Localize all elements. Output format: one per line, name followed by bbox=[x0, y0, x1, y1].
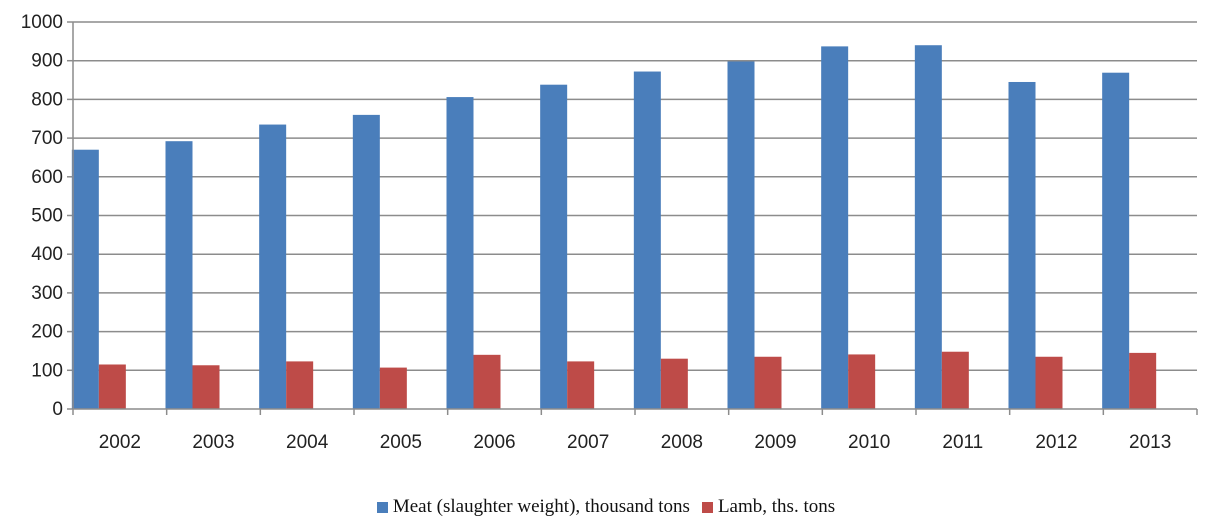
x-tick-label: 2012 bbox=[1035, 432, 1077, 453]
y-tick-label: 1000 bbox=[21, 12, 63, 33]
x-tick-label: 2009 bbox=[754, 432, 796, 453]
y-tick-label: 400 bbox=[31, 244, 63, 265]
bar-meat-2006 bbox=[446, 97, 474, 409]
legend-swatch-meat bbox=[376, 501, 388, 513]
bar-meat-2003 bbox=[165, 141, 193, 410]
y-tick-label: 200 bbox=[31, 322, 63, 343]
x-tick-label: 2007 bbox=[567, 432, 609, 453]
bar-meat-2009 bbox=[727, 61, 755, 409]
y-tick-label: 800 bbox=[31, 89, 63, 110]
bar-lamb-2013 bbox=[1129, 352, 1157, 409]
x-tick-label: 2006 bbox=[473, 432, 515, 453]
legend-label-meat: Meat (slaughter weight), thousand tons bbox=[392, 496, 690, 517]
legend-swatch-lamb bbox=[701, 501, 713, 513]
bar-lamb-2009 bbox=[754, 356, 782, 409]
bar-lamb-2002 bbox=[98, 364, 126, 409]
bar-meat-2002 bbox=[71, 149, 99, 409]
bar-meat-2005 bbox=[352, 114, 380, 409]
bar-lamb-2011 bbox=[941, 351, 969, 409]
bar-meat-2013 bbox=[1102, 72, 1130, 410]
bar-meat-2008 bbox=[633, 71, 661, 409]
bar-lamb-2007 bbox=[567, 361, 595, 409]
bars bbox=[71, 45, 1157, 410]
legend: Meat (slaughter weight), thousand tons L… bbox=[0, 496, 1212, 518]
y-tick-label: 600 bbox=[31, 167, 63, 188]
bar-lamb-2003 bbox=[192, 365, 220, 409]
bar-lamb-2005 bbox=[379, 367, 407, 409]
y-tick-label: 100 bbox=[31, 360, 63, 381]
x-tick-label: 2004 bbox=[286, 432, 329, 453]
x-tick-label: 2013 bbox=[1129, 432, 1171, 453]
y-tick-label: 700 bbox=[31, 128, 63, 149]
x-tick-label: 2002 bbox=[99, 432, 141, 453]
y-tick-label: 500 bbox=[31, 206, 63, 227]
x-tick-label: 2010 bbox=[848, 432, 890, 453]
y-axis-ticks: 0 100 200 300 400 500 600 700 800 900 1000 bbox=[21, 12, 73, 420]
legend-label-lamb: Lamb, ths. tons bbox=[717, 496, 836, 517]
x-tick-label: 2008 bbox=[661, 432, 703, 453]
x-tick-label: 2005 bbox=[380, 432, 422, 453]
x-tick-label: 2011 bbox=[942, 432, 983, 453]
bar-meat-2004 bbox=[259, 124, 287, 410]
bar-lamb-2004 bbox=[286, 361, 314, 409]
bar-meat-2010 bbox=[821, 46, 849, 409]
x-axis-ticks: 2002 2003 2004 2005 2006 2007 2008 2009 2010 2011… bbox=[72, 409, 1198, 453]
y-tick-label: 0 bbox=[52, 399, 63, 420]
bar-lamb-2008 bbox=[660, 358, 688, 409]
bar-lamb-2010 bbox=[848, 354, 876, 409]
y-tick-label: 300 bbox=[31, 283, 63, 304]
bar-meat-2007 bbox=[540, 84, 568, 409]
bar-meat-2012 bbox=[1008, 81, 1036, 410]
y-tick-label: 900 bbox=[31, 51, 63, 72]
legend-item-lamb: Lamb, ths. tons bbox=[701, 496, 836, 518]
x-tick-label: 2003 bbox=[192, 432, 234, 453]
legend-item-meat: Meat (slaughter weight), thousand tons bbox=[376, 496, 690, 518]
bar-meat-2011 bbox=[914, 45, 942, 409]
bar-lamb-2012 bbox=[1035, 356, 1063, 409]
bar-lamb-2006 bbox=[473, 354, 501, 409]
